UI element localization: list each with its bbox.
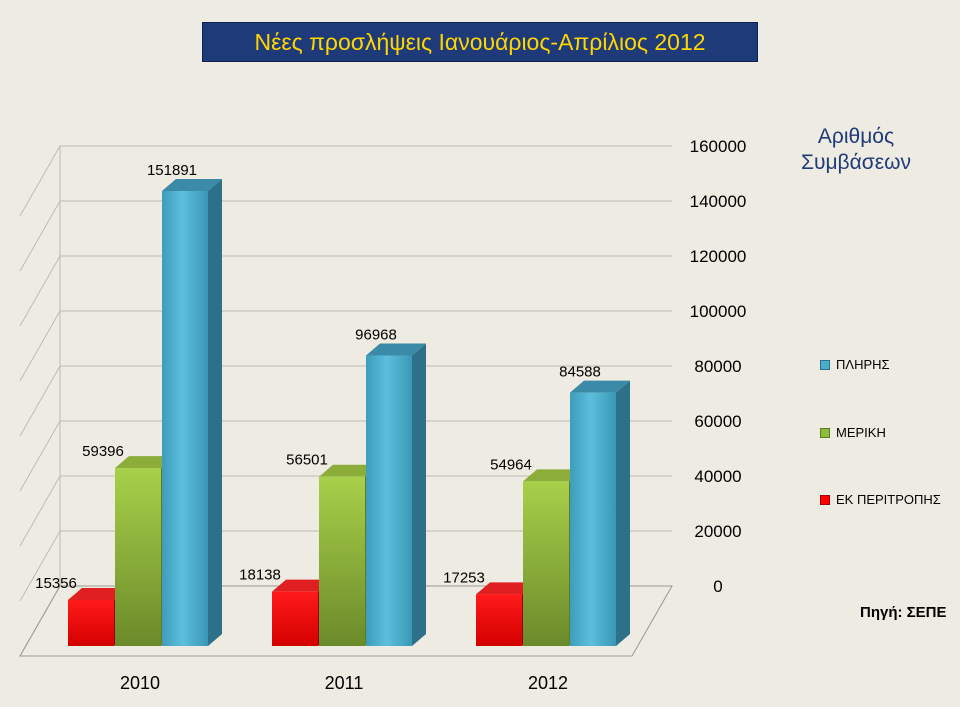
y-tick-label: 140000 xyxy=(690,192,747,211)
bar-plires xyxy=(366,343,426,646)
data-label: 17253 xyxy=(443,569,485,586)
y-tick-label: 60000 xyxy=(694,412,741,431)
y-tick-label: 120000 xyxy=(690,247,747,266)
bar-top xyxy=(366,343,426,356)
data-label: 151891 xyxy=(147,162,197,179)
bar-front xyxy=(523,481,569,646)
bar-top xyxy=(319,464,379,477)
side-gridline xyxy=(19,310,61,382)
chart-title: Νέες προσλήψεις Ιανουάριος-Απρίλιος 2012 xyxy=(202,22,758,62)
data-label: 15356 xyxy=(35,575,77,592)
legend-swatch xyxy=(820,359,830,370)
y-tick-label: 100000 xyxy=(690,302,747,321)
bar-plires xyxy=(570,380,630,646)
legend-label: ΕΚ ΠΕΡΙΤΡΟΠΗΣ xyxy=(836,492,941,507)
y-tick-label: 40000 xyxy=(694,467,741,486)
side-gridline xyxy=(19,200,61,272)
y-tick-label: 80000 xyxy=(694,357,741,376)
x-tick-label: 2010 xyxy=(120,673,160,693)
side-gridline xyxy=(19,475,61,547)
y-tick-label: 20000 xyxy=(694,522,741,541)
bar-top xyxy=(162,179,222,191)
legend-label: ΜΕΡΙΚΗ xyxy=(836,425,886,440)
bar-front xyxy=(272,591,318,646)
bar-top xyxy=(68,588,128,601)
legend-item: ΕΚ ΠΕΡΙΤΡΟΠΗΣ xyxy=(820,492,941,507)
bar-front xyxy=(570,392,616,646)
data-label: 84588 xyxy=(559,364,601,381)
x-tick-label: 2012 xyxy=(528,673,568,693)
bar-top xyxy=(523,469,583,482)
bar-side xyxy=(616,380,630,646)
bar-top xyxy=(115,456,175,469)
bar-front xyxy=(115,468,161,646)
data-label: 18138 xyxy=(239,567,281,584)
legend-swatch xyxy=(820,427,830,438)
bar-front xyxy=(68,600,114,646)
y-tick-label: 160000 xyxy=(690,137,747,156)
bar-side xyxy=(208,179,222,646)
data-label: 59396 xyxy=(82,443,124,460)
side-gridline xyxy=(19,420,61,492)
data-label: 96968 xyxy=(355,327,397,344)
side-gridline xyxy=(19,530,61,602)
data-label: 56501 xyxy=(286,452,328,469)
bar-plires xyxy=(162,179,222,646)
bar-side xyxy=(412,343,426,646)
bar-front xyxy=(476,594,522,646)
bar-top xyxy=(476,582,536,595)
y-axis-title: Αριθμός Συμβάσεων xyxy=(800,125,911,174)
bar-front xyxy=(319,476,365,646)
legend-label: ΠΛΗΡΗΣ xyxy=(836,357,890,372)
data-label: 54964 xyxy=(490,456,532,473)
side-gridline xyxy=(19,255,61,327)
legend-item: ΜΕΡΙΚΗ xyxy=(820,425,886,440)
legend-item: ΠΛΗΡΗΣ xyxy=(820,357,890,372)
bar-front xyxy=(366,355,412,646)
bar-top xyxy=(570,380,630,393)
x-tick-label: 2011 xyxy=(325,673,364,693)
side-gridline xyxy=(19,145,61,217)
bar-top xyxy=(272,579,332,592)
y-tick-label: 0 xyxy=(713,577,722,596)
source-note: Πηγή: ΣΕΠΕ xyxy=(860,604,947,621)
legend-swatch xyxy=(820,494,830,505)
chart-floor xyxy=(19,585,673,657)
bar-front xyxy=(162,191,208,646)
side-gridline xyxy=(19,365,61,437)
